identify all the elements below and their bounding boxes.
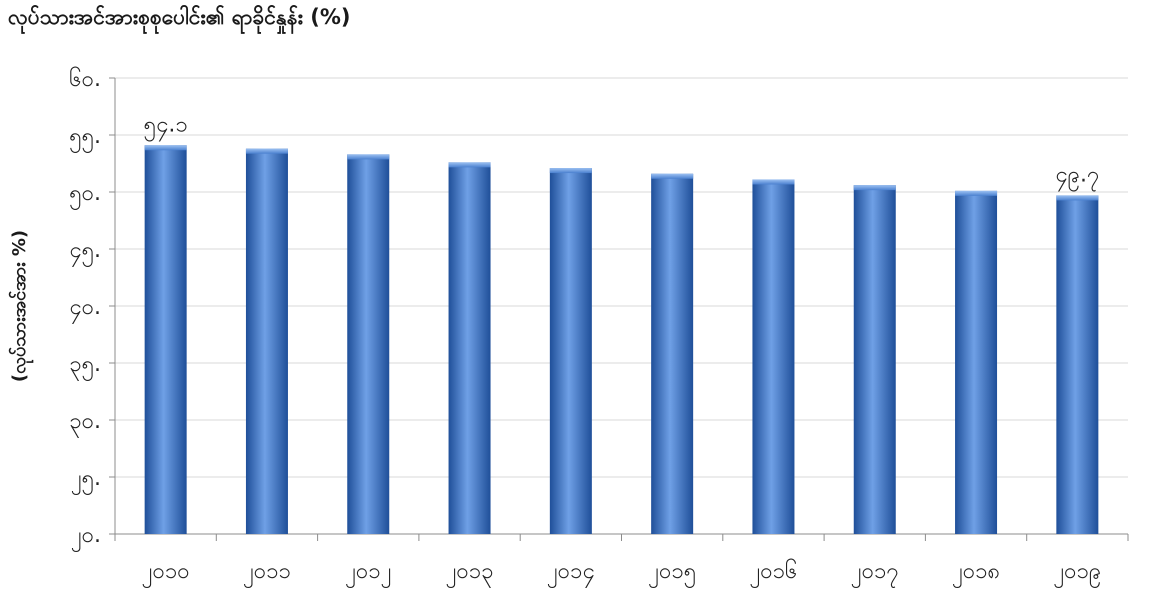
bar-cap [245,148,288,154]
data-label: ၅၄.၁ [144,112,188,141]
bar-body [752,179,795,534]
bar-cap [144,145,187,151]
bar [347,154,390,534]
data-label: ၄၉.၇ [1055,162,1099,191]
x-tick-label: ၂၀၁၂ [345,559,391,588]
y-tick-label: ၃၅. [69,352,101,381]
x-tick-label: ၂၀၁၁ [243,559,291,588]
bar-body [1056,195,1099,535]
bar-body [245,148,288,534]
bar-cap [549,168,592,174]
bar-body [448,162,491,535]
y-tick-label: ၅၀. [69,181,101,210]
x-tick-label: ၂၀၁၄ [547,559,595,588]
x-tick-label: ၂၀၁၈ [952,559,1000,588]
y-axis-title: (လုပ်သားအင်အား %) [8,230,34,382]
bars [144,145,1099,535]
bar [955,190,998,535]
bar-cap [347,154,390,160]
y-tick-label: ၂၀. [71,523,101,552]
bar [1056,195,1099,535]
bar [853,185,896,534]
labels: ၂၀. ၂၅. ၃၀. ၃၅. ၄၀. ၄၅. ၅၀. ၅၅. ၆၀. ၂၀၁၀ ၂၀၁၁ ၂၀၁၂ ၂… [69,66,1101,588]
y-tick-label: ၅၅. [69,124,101,153]
bar-body [651,173,694,534]
bar-cap [1056,195,1099,201]
bar-cap [955,190,998,196]
bar-body [549,168,592,534]
bar-body [955,190,998,535]
bar-cap [448,162,491,168]
bar-body [853,185,896,534]
bar [245,148,288,534]
y-tick-label: ၆၀. [69,66,101,92]
chart-title: လုပ်သားအင်အားစုစုပေါင်း၏ ရာခိုင်နှုန်း (… [8,5,351,29]
bar [651,173,694,534]
bar-cap [651,173,694,179]
x-tick-label: ၂၀၁၃ [446,559,494,588]
x-tick-label: ၂၀၁၅ [648,559,696,588]
x-tick-label: ၂၀၁၉ [1053,559,1101,588]
x-tick-label: ၂၀၁၀ [142,559,190,588]
bar [448,162,491,535]
x-tick-label: ၂၀၁၆ [749,558,797,588]
bar [549,168,592,534]
y-tick-label: ၃၀. [69,409,101,438]
bar [752,179,795,534]
bar-body [347,154,390,534]
x-tick-label: ၂၀၁၇ [851,559,899,588]
bar-cap [853,185,896,191]
bar [144,145,187,534]
y-tick-label: ၂၅. [71,466,101,495]
bar-body [144,145,187,534]
y-tick-label: ၄၀. [69,295,101,324]
bar-cap [752,179,795,185]
y-tick-label: ၄၅. [69,238,101,267]
